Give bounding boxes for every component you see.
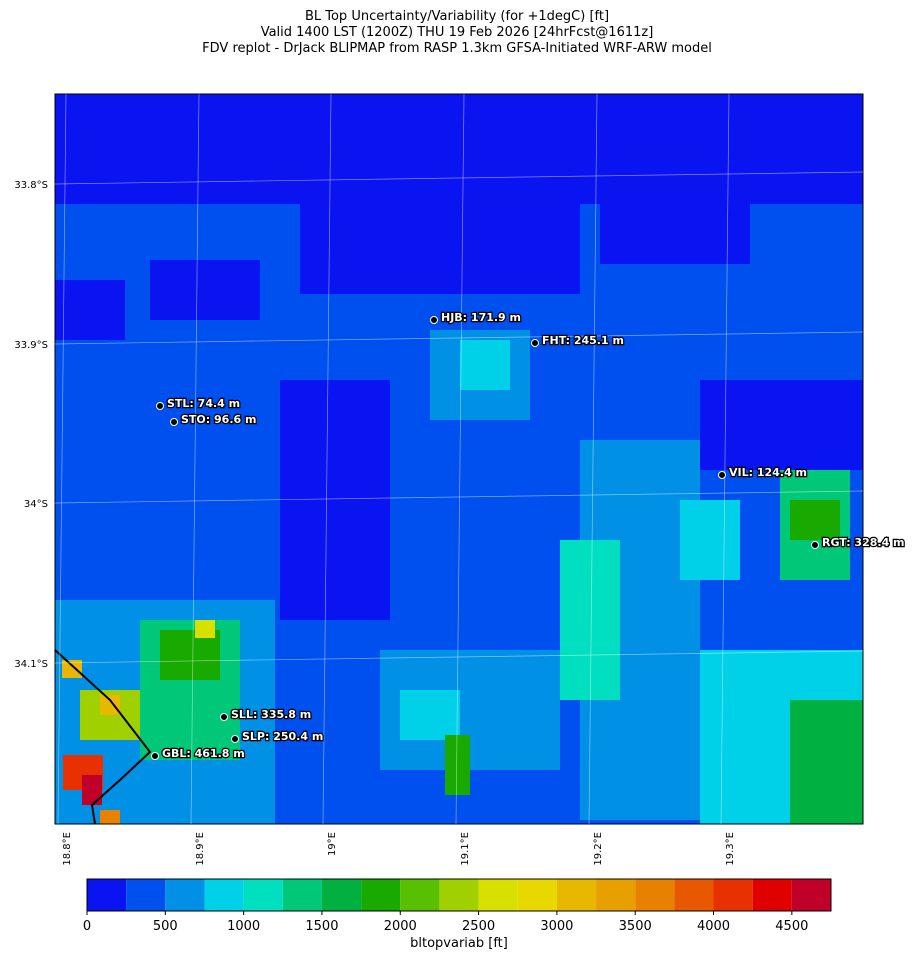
colorbar-swatch	[478, 879, 518, 911]
lat-tick-label: 34.1°S	[14, 659, 48, 670]
title-line: FDV replot - DrJack BLIPMAP from RASP 1.…	[202, 41, 712, 56]
colorbar-swatch	[713, 879, 753, 911]
colorbar-frame	[86, 878, 832, 912]
colorbar-swatch	[87, 879, 127, 911]
colorbar-tick-label: 2000	[384, 919, 417, 934]
station-marker	[430, 316, 438, 324]
grid-line	[190, 93, 200, 825]
lon-tick-label: 19°E	[327, 832, 338, 856]
station-marker	[170, 418, 178, 426]
title-line: BL Top Uncertainty/Variability (for +1de…	[305, 9, 609, 24]
station-marker	[811, 541, 819, 549]
title-line: Valid 1400 LST (1200Z) THU 19 Feb 2026 […	[261, 25, 654, 40]
map-raster	[54, 93, 864, 825]
colorbar-swatch	[321, 879, 362, 911]
lon-tick-label: 18.9°E	[195, 832, 206, 866]
colorbar-tick-label: 1000	[227, 919, 260, 934]
station-marker	[220, 713, 228, 721]
colorbar-swatch	[361, 879, 401, 911]
station-label: HJB: 171.9 m	[441, 311, 521, 324]
colorbar-tick-label: 4500	[775, 919, 808, 934]
colorbar-swatch	[165, 879, 205, 911]
station-label: SLL: 335.8 m	[231, 708, 311, 721]
colorbar-swatch	[517, 879, 557, 911]
lon-tick-label: 18.8°E	[62, 832, 73, 866]
station-label: SLP: 250.4 m	[242, 730, 323, 743]
colorbar-tick-label: 3000	[540, 919, 573, 934]
station-marker	[231, 735, 239, 743]
colorbar-tick-label: 4000	[697, 919, 730, 934]
colorbar-swatch	[126, 879, 166, 911]
station-marker	[531, 339, 539, 347]
colorbar-tick-label: 1500	[305, 919, 338, 934]
grid-line	[720, 93, 730, 825]
colorbar-swatch	[400, 879, 440, 911]
colorbar-swatch	[596, 879, 636, 911]
colorbar-swatch	[204, 879, 244, 911]
grid-line	[588, 93, 598, 825]
colorbar-tick-label: 2500	[462, 919, 495, 934]
grid-line	[54, 650, 864, 664]
colorbar-tick-label: 0	[83, 919, 91, 934]
station-label: STO: 96.6 m	[181, 413, 256, 426]
colorbar-label: bltopvariab [ft]	[410, 936, 508, 951]
station-marker	[156, 402, 164, 410]
grid-line	[57, 93, 67, 825]
colorbar-tick-label: 3500	[619, 919, 652, 934]
station-label: GBL: 461.8 m	[162, 747, 245, 760]
colorbar-swatch	[752, 879, 792, 911]
colorbar-swatch	[674, 879, 714, 911]
station-marker	[151, 752, 159, 760]
lat-tick-label: 33.8°S	[14, 180, 48, 191]
grid-line	[54, 331, 864, 345]
lat-tick-label: 34°S	[24, 499, 48, 510]
lat-tick-label: 33.9°S	[14, 340, 48, 351]
colorbar: bltopvariab [ft] 0 500 1000 1500 2000 2500 300…	[83, 878, 832, 951]
colorbar-tick-label: 500	[153, 919, 178, 934]
colorbar-swatch	[282, 879, 322, 911]
station-label: RGT: 328.4 m	[822, 536, 905, 549]
colorbar-swatch	[635, 879, 675, 911]
grid-line	[322, 93, 332, 825]
station-label: VIL: 124.4 m	[729, 466, 807, 479]
grid-line	[54, 490, 864, 504]
lon-tick-label: 19.3°E	[725, 832, 736, 866]
lon-tick-label: 19.2°E	[593, 832, 604, 866]
colorbar-swatch	[243, 879, 283, 911]
station-marker	[718, 471, 726, 479]
colorbar-swatch	[791, 879, 831, 911]
station-label: STL: 74.4 m	[167, 397, 240, 410]
lon-tick-label: 19.1°E	[460, 832, 471, 866]
colorbar-swatch	[439, 879, 479, 911]
station-label: FHT: 245.1 m	[542, 334, 624, 347]
colorbar-swatch	[556, 879, 597, 911]
grid-line	[455, 93, 465, 825]
